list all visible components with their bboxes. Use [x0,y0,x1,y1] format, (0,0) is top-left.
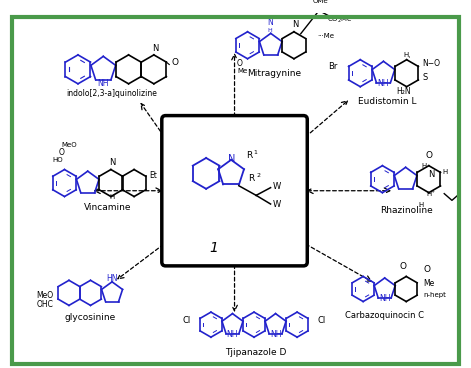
Text: N: N [267,18,273,27]
Text: CO$_2$Me: CO$_2$Me [327,15,352,25]
Text: 1: 1 [253,150,257,155]
Text: O: O [425,151,432,160]
Text: 1: 1 [210,241,219,255]
Text: NH: NH [379,294,390,303]
Text: Mitragynine: Mitragynine [247,69,301,78]
Text: S: S [422,73,427,82]
Text: H: H [442,169,447,176]
Text: OHC: OHC [37,300,54,309]
Text: H,: H, [404,52,411,58]
Text: Me: Me [237,68,248,74]
Text: H: H [109,194,114,201]
Text: Me: Me [423,279,435,288]
Text: Br: Br [328,62,337,71]
FancyBboxPatch shape [162,116,307,266]
Text: H₂N: H₂N [397,87,411,96]
Text: Et: Et [149,171,157,180]
Text: O: O [423,265,430,274]
Text: MeO: MeO [36,291,54,300]
Text: indolo[2,3-a]quinolizine: indolo[2,3-a]quinolizine [66,89,157,98]
Text: OMe: OMe [312,0,328,4]
Text: N−O: N−O [422,60,440,68]
Text: N: N [152,44,158,53]
Text: Rhazinoline: Rhazinoline [380,206,433,215]
Text: HO: HO [52,157,63,163]
Text: Cl: Cl [317,316,325,325]
Text: Eudistomin L: Eudistomin L [358,97,416,106]
Text: Tjipanazole D: Tjipanazole D [225,348,287,357]
Text: 2: 2 [256,173,260,178]
Text: H: H [268,28,272,33]
Text: H: H [419,202,424,208]
Text: O: O [400,262,407,271]
Text: N: N [429,170,435,179]
Text: Carbazoquinocin C: Carbazoquinocin C [345,311,424,320]
Text: glycosinine: glycosinine [65,313,116,322]
Text: MeO: MeO [62,142,77,148]
Text: O: O [59,148,65,157]
Text: R: R [249,174,255,183]
Text: N: N [228,154,236,164]
Text: NH: NH [97,79,109,88]
Text: ···Me: ···Me [317,32,334,39]
Text: H⁺: H⁺ [426,191,435,197]
Text: Vincamine: Vincamine [84,203,131,212]
Text: R: R [246,151,253,159]
Text: N: N [292,20,298,29]
Text: W: W [273,201,281,209]
Text: Cl: Cl [182,316,191,325]
Text: O: O [171,57,178,67]
Text: NH: NH [378,79,389,88]
Text: O: O [237,60,243,68]
Text: HN: HN [106,274,118,283]
Text: NH: NH [227,330,238,339]
Text: NH: NH [270,330,281,339]
Text: n-hept: n-hept [423,292,447,298]
Text: H: H [422,163,427,169]
Text: W: W [273,182,281,191]
Text: N: N [109,158,115,167]
